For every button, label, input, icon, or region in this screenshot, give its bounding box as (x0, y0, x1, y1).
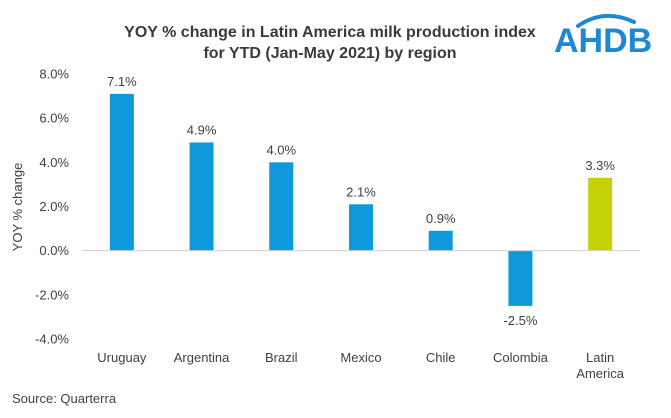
bar (349, 204, 373, 251)
ahdb-logo: AHDB (554, 14, 652, 60)
bar (269, 162, 294, 251)
chart-title-line-1: YOY % change in Latin America milk produ… (124, 24, 536, 41)
bar (428, 230, 453, 251)
data-label: -2.5% (503, 313, 537, 328)
y-axis: -4.0% -2.0% 0.0% 2.0% 4.0% 6.0% 8.0% (35, 67, 69, 347)
y-tick-label: 6.0% (39, 111, 69, 126)
data-label: 3.3% (585, 158, 615, 173)
data-label: 4.0% (266, 142, 296, 157)
bar (508, 250, 533, 306)
y-axis-label: YOY % change (10, 163, 25, 252)
y-tick-label: 8.0% (39, 67, 69, 82)
y-tick-label: 0.0% (39, 243, 69, 258)
y-tick-label: -2.0% (35, 287, 69, 302)
x-tick-label: Argentina (174, 350, 230, 365)
chart-title: YOY % change in Latin America milk produ… (124, 24, 536, 62)
x-tick-label: America (576, 366, 624, 381)
bar (189, 142, 214, 251)
data-label: 0.9% (426, 211, 456, 226)
x-tick-label: Brazil (265, 350, 298, 365)
x-tick-label: Latin (586, 350, 614, 365)
x-tick-label: Colombia (493, 350, 549, 365)
logo-text: AHDB (554, 22, 652, 60)
logo-swoosh (576, 14, 636, 28)
bars (109, 93, 613, 306)
data-label: 7.1% (107, 74, 137, 89)
data-label: 2.1% (346, 184, 376, 199)
y-tick-label: -4.0% (35, 332, 69, 347)
bar (588, 177, 613, 251)
x-axis: Uruguay Argentina Brazil Mexico Chile Colombi… (97, 350, 624, 381)
source-note: Source: Quarterra (12, 391, 117, 406)
y-tick-label: 4.0% (39, 155, 69, 170)
chart-title-line-2: for YTD (Jan-May 2021) by region (203, 45, 456, 62)
x-tick-label: Chile (426, 350, 456, 365)
data-label: 4.9% (187, 122, 217, 137)
x-tick-label: Uruguay (97, 350, 147, 365)
bar (109, 93, 134, 251)
y-tick-label: 2.0% (39, 199, 69, 214)
data-labels: 7.1% 4.9% 4.0% 2.1% 0.9% -2.5% 3.3% (107, 74, 615, 328)
x-tick-label: Mexico (340, 350, 381, 365)
